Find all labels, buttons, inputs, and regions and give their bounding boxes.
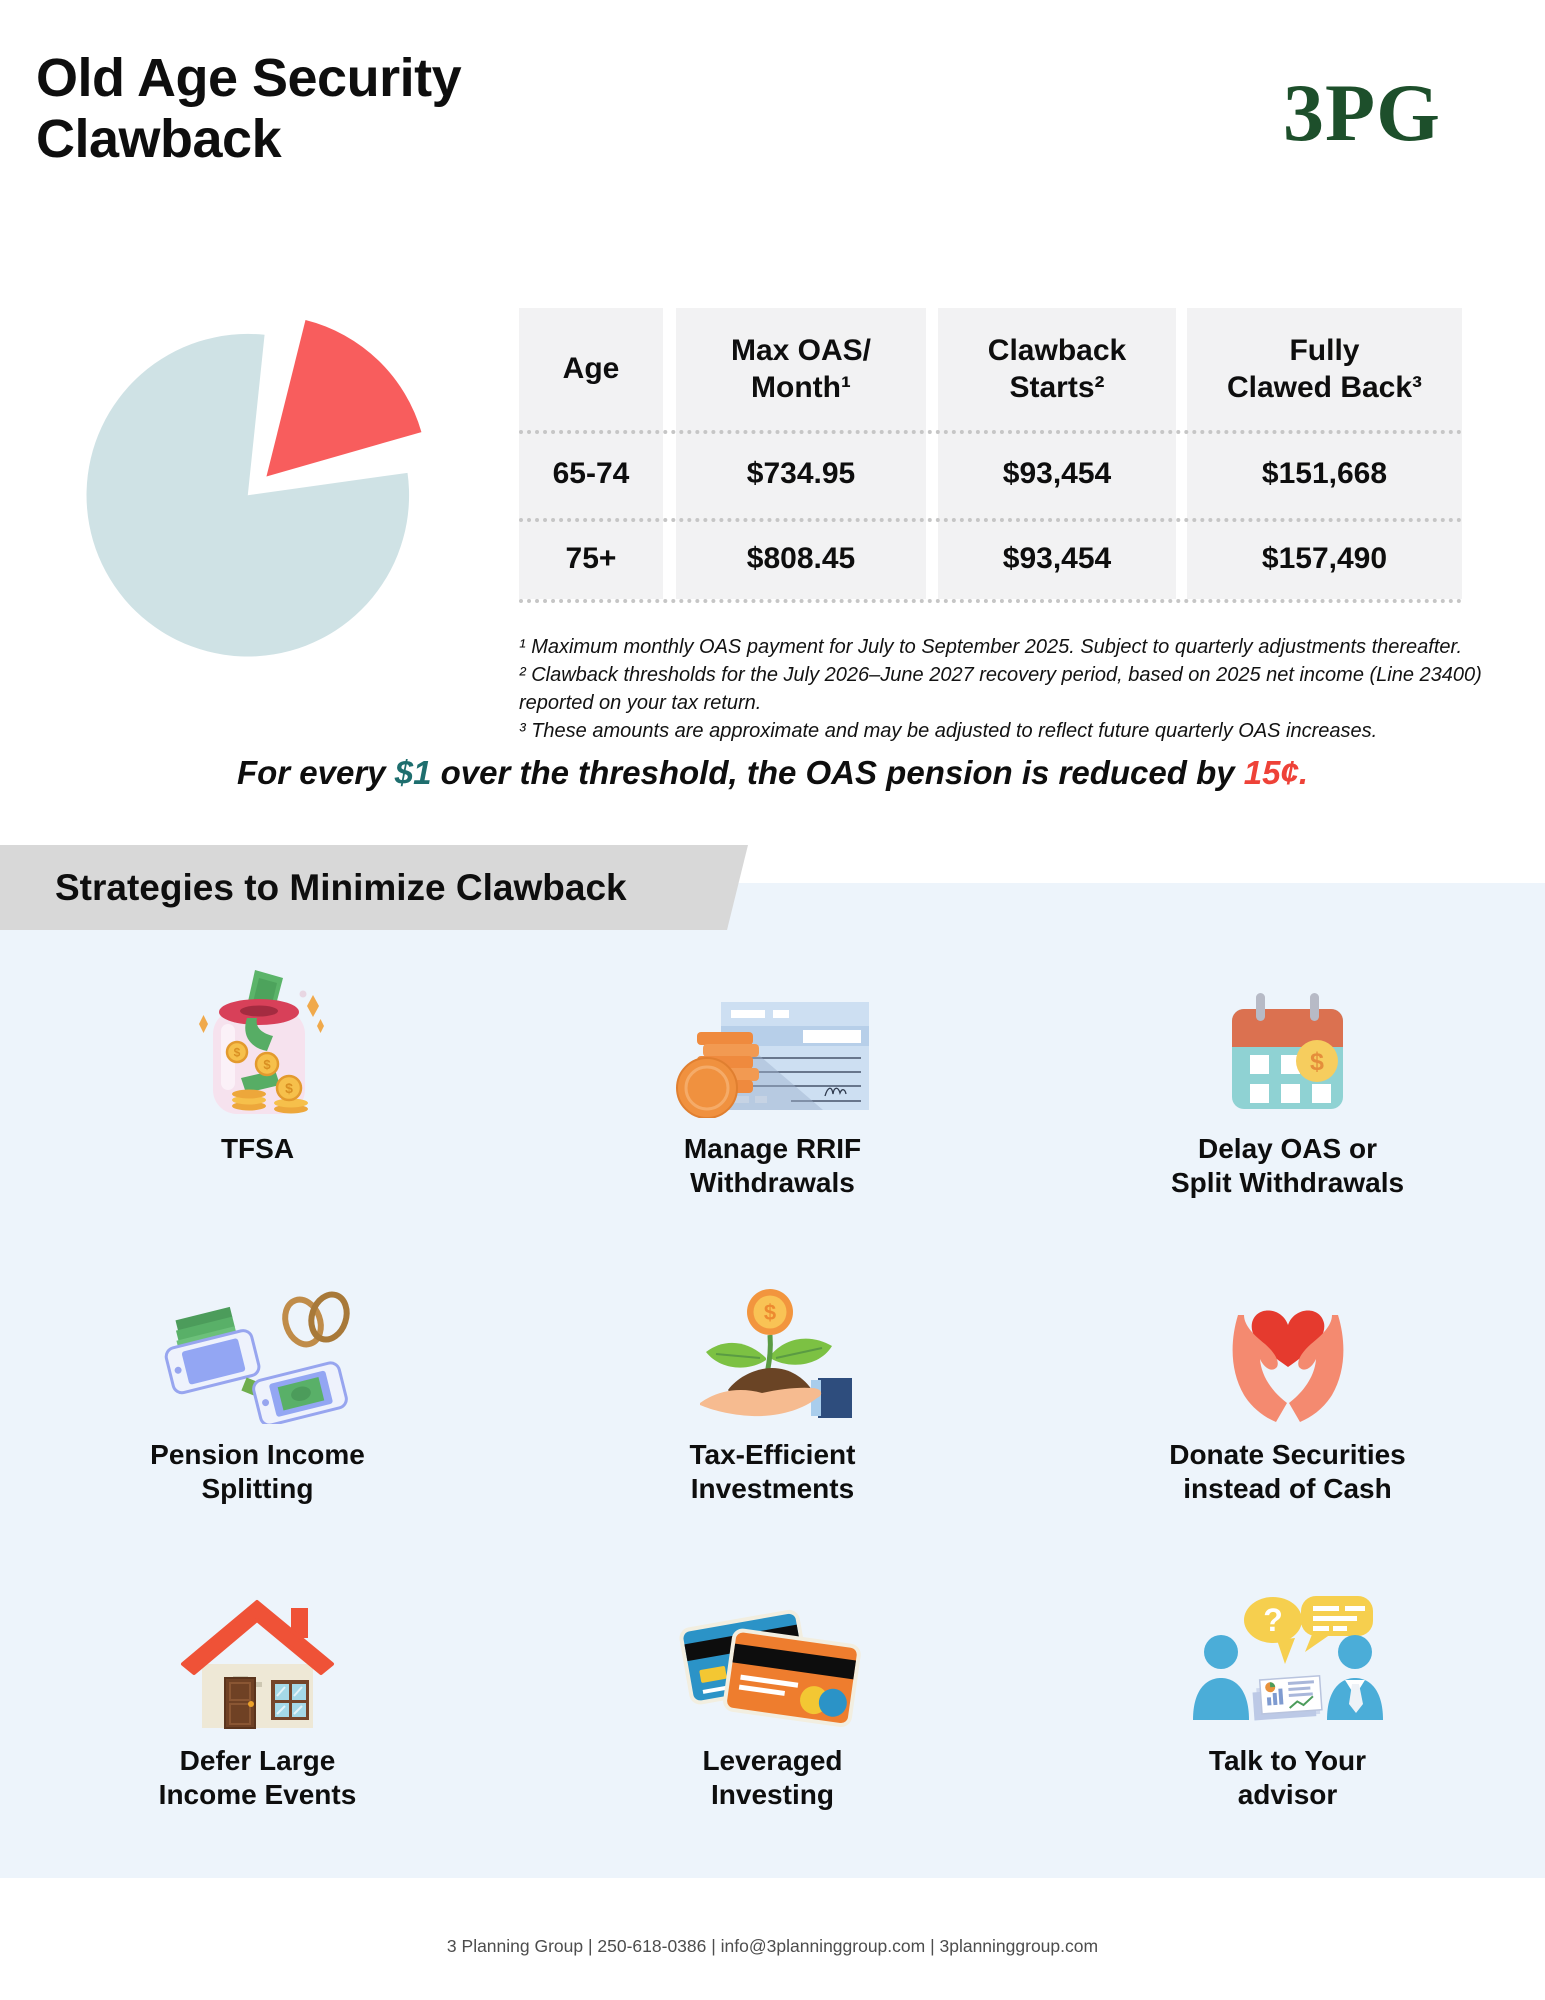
section-banner: Strategies to Minimize Clawback [0,845,748,930]
svg-text:$: $ [263,1057,271,1072]
svg-text:$: $ [233,1046,240,1060]
strategy-card-rrif: Manage RRIF Withdrawals [515,940,1030,1246]
statement-text: For every [236,754,395,791]
strategy-card-talk-advisor: ? [1030,1552,1545,1858]
cheque-coins-icon [673,940,873,1118]
strategy-label: Talk to Your advisor [1208,1745,1367,1810]
column-header: Age [562,352,620,386]
svg-text:$: $ [285,1080,293,1096]
table-cell: $808.45 [746,541,856,575]
statement-text: over the threshold, the OAS pension is r… [431,754,1244,791]
table-column-max-oas: Max OAS/ Month¹ $734.95 $808.45 [676,308,926,599]
table-bottom-divider [519,599,1462,603]
key-statement: For every $1 over the threshold, the OAS… [0,754,1545,792]
advisor-conversation-icon: ? [1185,1552,1390,1730]
strategy-card-leveraged-investing: Leveraged Investing [515,1552,1030,1858]
table-cell: $734.95 [746,457,856,490]
strategy-card-tax-efficient: $ Tax-Efficient Investments [515,1246,1030,1552]
strategy-label: Defer Large Income Events [158,1745,357,1810]
house-icon [175,1552,340,1730]
svg-text:$: $ [764,1300,776,1325]
statement-cents-highlight: 15¢. [1243,754,1309,791]
footer-contact-info: 3 Planning Group | 250-618-0386 | info@3… [446,1936,1099,1956]
table-cell: $151,668 [1261,457,1388,490]
column-header: Fully Clawed Back³ [1226,333,1423,405]
money-plant-hand-icon: $ [690,1246,855,1424]
calendar-dollar-icon: $ [1220,940,1355,1118]
pie-body [86,333,410,657]
pie-chart-svg [86,320,422,657]
strategy-label: TFSA [220,1133,295,1164]
strategy-card-defer-income: Defer Large Income Events [0,1552,515,1858]
table-column-fully-clawed: Fully Clawed Back³ $151,668 $157,490 [1187,308,1462,599]
strategy-label: Manage RRIF Withdrawals [683,1133,862,1198]
company-logo: 3PG [1283,67,1441,158]
column-header: Clawback Starts² [987,333,1127,405]
row-divider [519,430,1462,434]
table-column-age: Age 65-74 75+ [519,308,663,599]
strategy-label: Leveraged Investing [702,1745,843,1810]
strategy-label: Tax-Efficient Investments [689,1439,856,1504]
pie-chart [78,300,443,670]
strategy-label: Delay OAS or Split Withdrawals [1170,1133,1405,1198]
table-cell: 65-74 [552,457,630,490]
table-cell: $93,454 [1002,541,1112,575]
svg-text:$: $ [1310,1048,1324,1076]
footnote-1: ¹ Maximum monthly OAS payment for July t… [519,636,1463,658]
strategies-grid: $ $ $ TFSA [0,940,1545,1858]
footnote-3: ³ These amounts are approximate and may … [519,720,1378,742]
strategy-label: Pension Income Splitting [150,1439,365,1504]
phones-money-rings-icon [160,1246,355,1424]
strategy-card-pension-splitting: Pension Income Splitting [0,1246,515,1552]
strategy-card-delay-oas: $ Delay OAS or Split Withdrawals [1030,940,1545,1246]
strategy-card-donate-securities: Donate Securities instead of Cash [1030,1246,1545,1552]
credit-cards-icon [670,1552,875,1730]
hands-heart-icon [1208,1246,1368,1424]
statement-dollar-highlight: $1 [394,754,432,791]
row-divider [519,518,1462,522]
table-cell: $93,454 [1002,457,1112,490]
svg-text:?: ? [1263,1602,1283,1638]
oas-table: Age 65-74 75+ Max OAS/ Month¹ $734.95 $8… [519,308,1462,603]
table-cell: 75+ [565,541,617,575]
strategy-label: Donate Securities instead of Cash [1169,1439,1406,1504]
table-cell: $157,490 [1261,541,1388,575]
footnote-2: ² Clawback thresholds for the July 2026–… [519,664,1482,714]
page-title: Old Age Security Clawback [36,48,462,170]
table-column-clawback-starts: Clawback Starts² $93,454 $93,454 [938,308,1176,599]
pie-exploded-slice [266,320,422,477]
tfsa-jar-icon: $ $ $ [183,940,333,1118]
footnotes: ¹ Maximum monthly OAS payment for July t… [519,633,1504,745]
section-title: Strategies to Minimize Clawback [55,866,627,908]
strategy-card-tfsa: $ $ $ TFSA [0,940,515,1246]
column-header: Max OAS/ Month¹ [730,333,872,405]
